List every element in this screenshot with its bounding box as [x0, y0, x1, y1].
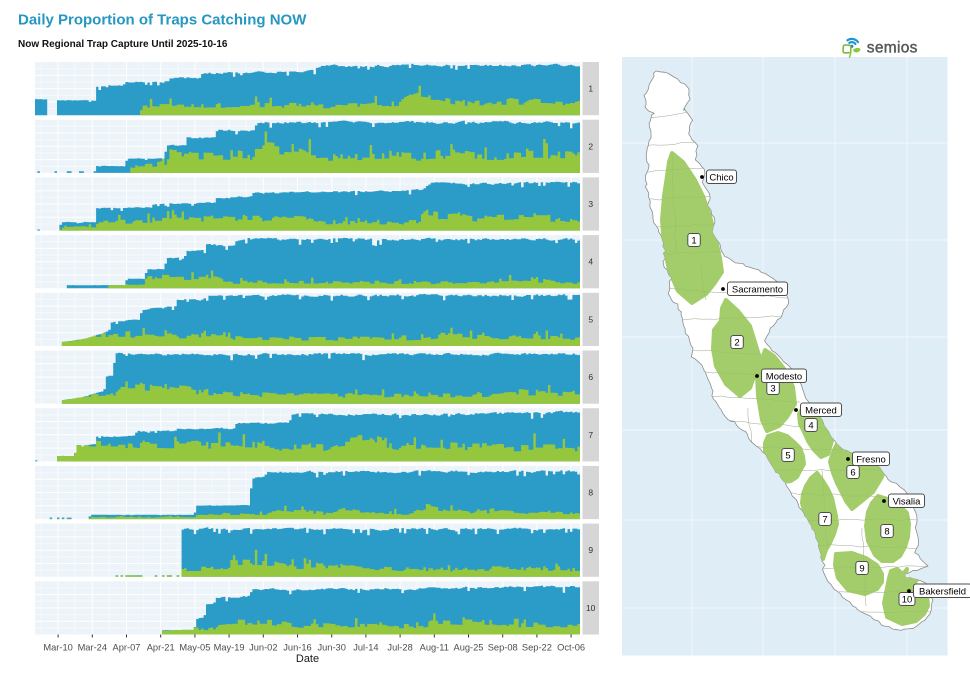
svg-text:Jun-02: Jun-02 — [249, 642, 277, 652]
svg-text:Jul-28: Jul-28 — [387, 642, 412, 652]
svg-text:Sep-08: Sep-08 — [488, 642, 518, 652]
svg-text:1: 1 — [691, 235, 696, 246]
svg-text:9: 9 — [859, 563, 864, 574]
svg-text:May-19: May-19 — [214, 642, 245, 652]
svg-text:10: 10 — [586, 603, 596, 613]
svg-text:5: 5 — [588, 314, 593, 324]
svg-text:4: 4 — [588, 257, 593, 267]
svg-text:4: 4 — [808, 420, 813, 431]
svg-text:2: 2 — [588, 141, 593, 151]
svg-text:3: 3 — [770, 383, 775, 394]
svg-text:Visalia: Visalia — [893, 497, 922, 508]
svg-text:Now Regional Trap Capture Unti: Now Regional Trap Capture Until 2025-10-… — [18, 39, 228, 50]
svg-text:Merced: Merced — [805, 406, 837, 417]
svg-text:Mar-10: Mar-10 — [43, 642, 72, 652]
svg-text:6: 6 — [588, 372, 593, 382]
svg-text:3: 3 — [588, 199, 593, 209]
svg-text:Sacramento: Sacramento — [732, 285, 783, 296]
svg-text:Jul-14: Jul-14 — [353, 642, 378, 652]
svg-text:Apr-21: Apr-21 — [147, 642, 175, 652]
svg-text:9: 9 — [588, 545, 593, 555]
svg-text:Bakersfield: Bakersfield — [919, 587, 966, 598]
svg-text:Jun-30: Jun-30 — [317, 642, 345, 652]
svg-text:Date: Date — [296, 653, 319, 665]
svg-text:8: 8 — [884, 526, 889, 537]
svg-text:May-05: May-05 — [179, 642, 210, 652]
svg-text:Fresno: Fresno — [856, 455, 886, 466]
svg-text:6: 6 — [850, 467, 855, 478]
svg-text:8: 8 — [588, 488, 593, 498]
svg-text:1: 1 — [588, 84, 593, 94]
svg-text:Jun-16: Jun-16 — [283, 642, 311, 652]
svg-text:Mar-24: Mar-24 — [78, 642, 107, 652]
svg-text:7: 7 — [822, 514, 827, 525]
svg-text:Aug-11: Aug-11 — [420, 642, 449, 652]
svg-text:10: 10 — [902, 594, 913, 605]
svg-text:Daily Proportion of Traps Catc: Daily Proportion of Traps Catching NOW — [18, 12, 307, 29]
svg-text:7: 7 — [588, 430, 593, 440]
svg-text:5: 5 — [785, 450, 790, 461]
svg-text:Oct-06: Oct-06 — [557, 642, 585, 652]
svg-text:2: 2 — [734, 337, 739, 348]
svg-text:Chico: Chico — [709, 173, 733, 184]
svg-text:Sep-22: Sep-22 — [522, 642, 552, 652]
svg-text:Modesto: Modesto — [766, 372, 802, 383]
svg-text:Apr-07: Apr-07 — [113, 642, 141, 652]
svg-text:Aug-25: Aug-25 — [454, 642, 484, 652]
svg-text:semios: semios — [867, 39, 918, 56]
